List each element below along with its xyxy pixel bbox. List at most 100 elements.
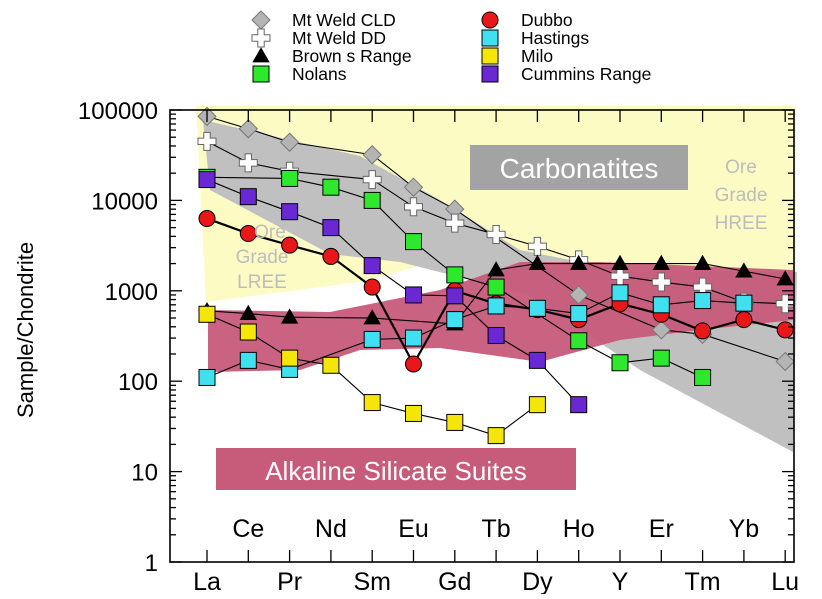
data-point-mt-weld-cld-lu <box>775 351 795 372</box>
legend-marker-milo <box>481 47 499 65</box>
data-point-nolans-er <box>652 349 670 367</box>
data-point-milo-nd <box>322 356 340 374</box>
data-point-dubbo-pr <box>281 236 299 254</box>
data-point-mt-weld-dd-tb <box>486 224 506 244</box>
legend-item-nolans: Nolans <box>252 64 347 84</box>
data-point-hastings-er <box>652 296 670 314</box>
data-point-mt-weld-dd-la <box>197 131 217 151</box>
alkaline-label: Alkaline Silicate Suites <box>265 456 527 486</box>
data-point-mt-weld-dd-er <box>651 272 671 292</box>
legend-item-hastings: Hastings <box>481 28 589 48</box>
data-point-nolans-sm <box>363 191 381 209</box>
x-tick-label-tb: Tb <box>482 515 511 543</box>
legend-marker-cummins-range <box>481 65 499 83</box>
data-point-hastings-tb <box>487 297 505 315</box>
data-point-mt-weld-cld-ho <box>568 285 589 305</box>
series-hastings <box>198 284 753 386</box>
legend-item-dubbo: Dubbo <box>481 10 573 30</box>
data-point-dubbo-eu <box>405 355 422 373</box>
data-point-dubbo-ce <box>239 225 257 243</box>
series-milo <box>198 305 546 445</box>
series-line-cummins-range <box>206 179 580 406</box>
y-tick-label-10000: 10000 <box>91 188 158 215</box>
data-point-cummins-range-sm <box>363 257 381 275</box>
data-point-mt-weld-cld-eu <box>403 177 424 197</box>
x-tick-label-gd: Gd <box>438 568 471 594</box>
legend-item-mt-weld-cld: Mt Weld CLD <box>251 10 396 30</box>
legend-item-mt-weld-dd: Mt Weld DD <box>251 28 386 48</box>
data-point-dubbo-tm <box>694 322 712 340</box>
data-point-hastings-eu <box>405 329 422 347</box>
legend-label-nolans: Nolans <box>292 64 347 84</box>
data-point-cummins-range-pr <box>281 203 299 221</box>
data-point-milo-pr <box>281 349 299 367</box>
data-point-cummins-range-la <box>198 171 216 189</box>
data-point-mt-weld-cld-ce <box>238 119 259 139</box>
y-tick-label-10: 10 <box>131 460 158 487</box>
data-point-nolans-gd <box>446 266 464 284</box>
data-point-brown-s-range-er <box>652 254 670 270</box>
data-point-dubbo-la <box>198 210 216 228</box>
data-point-cummins-range-nd <box>322 219 340 237</box>
data-point-nolans-nd <box>322 178 340 196</box>
data-point-hastings-la <box>198 368 216 386</box>
y-tick-label-1000: 1000 <box>105 279 158 306</box>
legend-label-mt-weld-cld: Mt Weld CLD <box>292 10 396 30</box>
alkaline-label-box <box>216 448 576 490</box>
data-point-hastings-tm <box>694 292 712 310</box>
x-tick-label-y: Y <box>612 568 629 594</box>
legend-marker-dubbo <box>481 11 499 29</box>
legend-marker-mt-weld-cld <box>251 10 271 30</box>
data-point-mt-weld-cld-sm <box>362 145 382 165</box>
axes: 1 10 100 1000 10000 100000 La Pr Sm Gd Dy Y Tm Lu Ce Nd… <box>78 98 799 596</box>
data-point-mt-weld-dd-dy <box>527 236 547 256</box>
x-tick-label-la: La <box>193 568 221 594</box>
series-nolans <box>198 168 712 386</box>
data-point-mt-weld-dd-lu <box>775 294 795 314</box>
legend-label-milo: Milo <box>521 46 553 66</box>
carbonatites-label-box <box>470 145 688 190</box>
y-axis-label: Sample/Chondrite <box>13 242 38 418</box>
data-point-dubbo-nd <box>322 247 340 265</box>
data-point-dubbo-sm <box>363 278 381 296</box>
data-point-milo-eu <box>405 404 422 422</box>
data-point-brown-s-range-tm <box>693 254 712 270</box>
legend-label-cummins-range: Cummins Range <box>521 64 651 84</box>
series-mt-weld-cld <box>197 106 795 372</box>
data-point-brown-s-range-ho <box>570 254 588 270</box>
data-point-dubbo-lu <box>776 321 794 339</box>
data-point-brown-s-range-dy <box>528 254 547 270</box>
series-mt-weld-dd <box>197 131 795 314</box>
legend-marker-hastings <box>481 29 499 47</box>
alkaline-field <box>208 262 793 372</box>
data-point-cummins-range-ce <box>239 188 257 206</box>
x-tick-label-nd: Nd <box>315 515 347 543</box>
data-point-cummins-range-dy <box>528 351 546 369</box>
x-tick-label-dy: Dy <box>522 568 553 594</box>
data-point-nolans-y <box>611 354 629 372</box>
data-point-brown-s-range-y <box>611 254 629 270</box>
legend-item-brown-s-range: Brown s Range <box>252 46 412 66</box>
data-point-nolans-ho <box>570 332 588 350</box>
region-labels: Carbonatites Alkaline Silicate Suites Or… <box>216 145 767 490</box>
x-tick-label-ce: Ce <box>232 515 264 543</box>
data-point-mt-weld-dd-sm <box>362 170 382 190</box>
data-point-milo-ce <box>239 323 257 341</box>
data-point-cummins-range-gd <box>446 287 464 305</box>
data-point-brown-s-range-sm <box>363 309 381 325</box>
x-tick-label-pr: Pr <box>277 568 302 594</box>
legend-marker-mt-weld-dd <box>251 28 271 48</box>
data-point-cummins-range-ho <box>570 396 588 414</box>
legend-label-mt-weld-dd: Mt Weld DD <box>292 28 386 48</box>
data-point-milo-sm <box>363 394 381 412</box>
data-point-hastings-gd <box>446 311 464 329</box>
data-point-hastings-dy <box>528 299 546 317</box>
data-point-mt-weld-dd-gd <box>445 213 465 233</box>
data-point-brown-s-range-lu <box>776 270 794 286</box>
data-point-hastings-sm <box>363 330 381 348</box>
legend-marker-nolans <box>252 65 270 83</box>
legend-item-milo: Milo <box>481 46 553 66</box>
legend-marker-brown-s-range <box>252 47 270 63</box>
